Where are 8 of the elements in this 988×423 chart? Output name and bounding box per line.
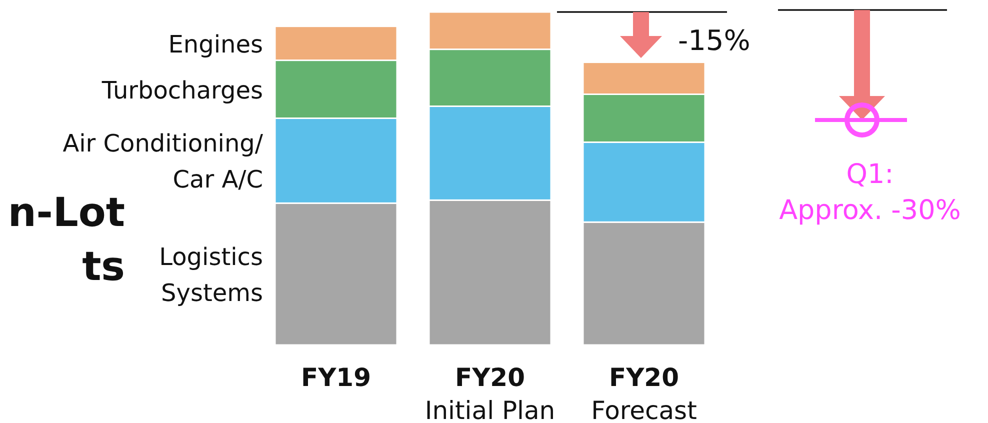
series-label: Logistics Systems bbox=[159, 243, 263, 308]
series-label: Turbocharges bbox=[100, 76, 263, 104]
x-tick-label: FY20 Initial Plan bbox=[424, 363, 556, 423]
x-tick-label: FY19 bbox=[301, 363, 371, 392]
annotation: -15% bbox=[678, 24, 750, 57]
series-label: Engines bbox=[168, 30, 263, 58]
x-tick-label: FY20 Forecast bbox=[591, 363, 698, 423]
text: Q1: Approx. -30% bbox=[779, 159, 961, 226]
